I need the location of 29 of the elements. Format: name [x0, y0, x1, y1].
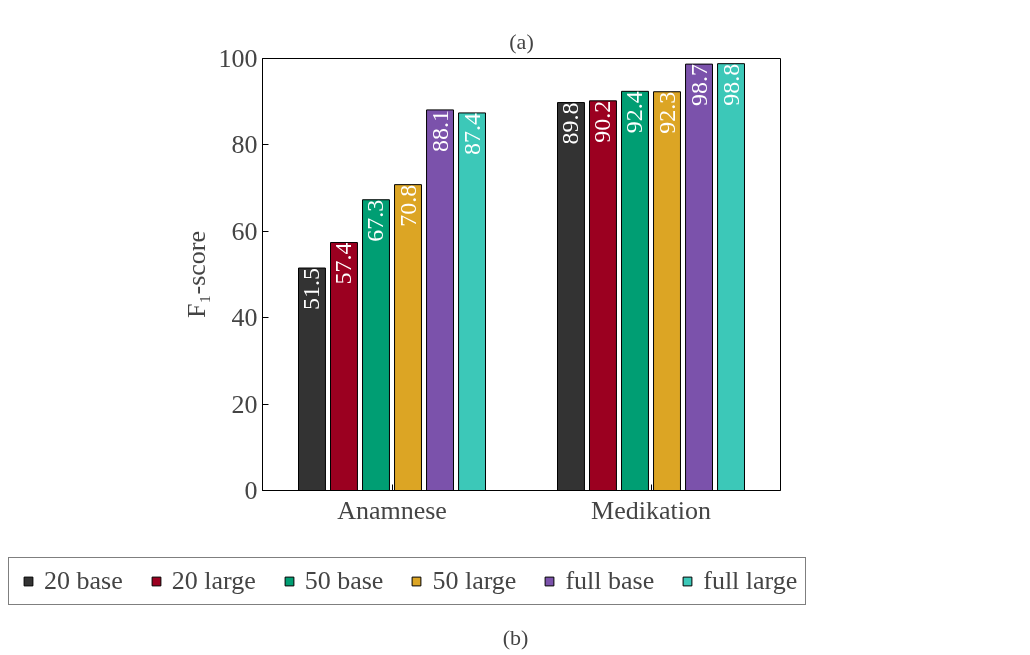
legend-label: full large: [703, 566, 798, 596]
chart-title: (a): [509, 28, 534, 54]
data-label: 98.8: [717, 63, 744, 106]
y-tick-label: 0: [244, 476, 258, 505]
data-label: 57.4: [330, 242, 357, 285]
legend-label: 50 base: [304, 566, 384, 596]
data-label: 90.2: [589, 100, 616, 143]
x-tick-label: Medikation: [591, 495, 711, 525]
y-tick-label: 60: [231, 216, 258, 246]
data-label: 70.8: [394, 184, 421, 227]
data-label: 87.4: [458, 112, 485, 155]
data-label: 98.7: [685, 64, 712, 107]
data-label: 67.3: [362, 199, 389, 242]
legend-label: 20 base: [44, 566, 123, 596]
text: (b): [502, 624, 529, 650]
y-axis-title: F₁-score: [181, 230, 211, 319]
data-label: 89.8: [557, 102, 584, 145]
legend-label: full base: [565, 566, 655, 596]
legend-label: 20 large: [171, 566, 256, 596]
y-tick-label: 40: [231, 303, 258, 333]
data-label: 92.3: [653, 91, 680, 134]
data-label: 88.1: [426, 109, 453, 152]
y-tick-label: 20: [231, 389, 258, 419]
y-tick-label: 100: [218, 44, 258, 73]
y-tick-label: 80: [231, 130, 258, 160]
data-label: 51.5: [298, 268, 325, 311]
data-label: 92.4: [621, 91, 648, 134]
legend-label: 50 large: [432, 566, 517, 596]
x-tick-label: Anamnese: [337, 495, 447, 525]
